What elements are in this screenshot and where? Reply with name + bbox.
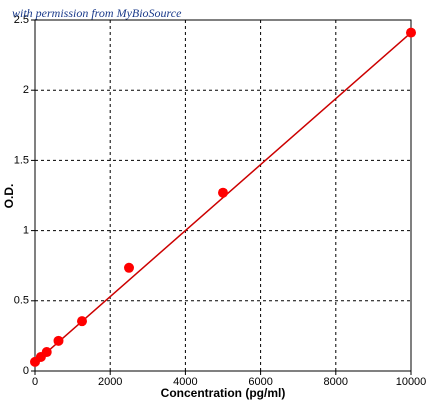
point <box>124 262 134 273</box>
x-tick-label: 2000 <box>98 376 122 388</box>
point <box>406 27 416 38</box>
watermark: with permission from MyBioSource <box>12 6 182 20</box>
x-tick-label: 6000 <box>248 376 272 388</box>
x-tick-label: 4000 <box>173 376 197 388</box>
y-tick-label: 2.5 <box>14 14 29 26</box>
y-tick-label: 1 <box>23 225 29 237</box>
x-tick-label: 10000 <box>396 376 427 388</box>
y-axis-title: O.D. <box>2 184 16 209</box>
x-tick-label: 8000 <box>324 376 348 388</box>
x-tick-label: 0 <box>32 376 38 388</box>
y-tick-label: 1.5 <box>14 154 29 166</box>
y-tick-label: 0 <box>23 365 29 377</box>
plot-frame <box>34 19 412 372</box>
y-tick-label: 0.5 <box>14 295 29 307</box>
point <box>41 347 52 358</box>
x-axis-title: Concentration (pg/ml) <box>161 386 286 400</box>
point <box>218 187 228 198</box>
point <box>53 335 64 346</box>
y-tick-label: 2 <box>23 84 29 96</box>
point <box>77 316 87 327</box>
